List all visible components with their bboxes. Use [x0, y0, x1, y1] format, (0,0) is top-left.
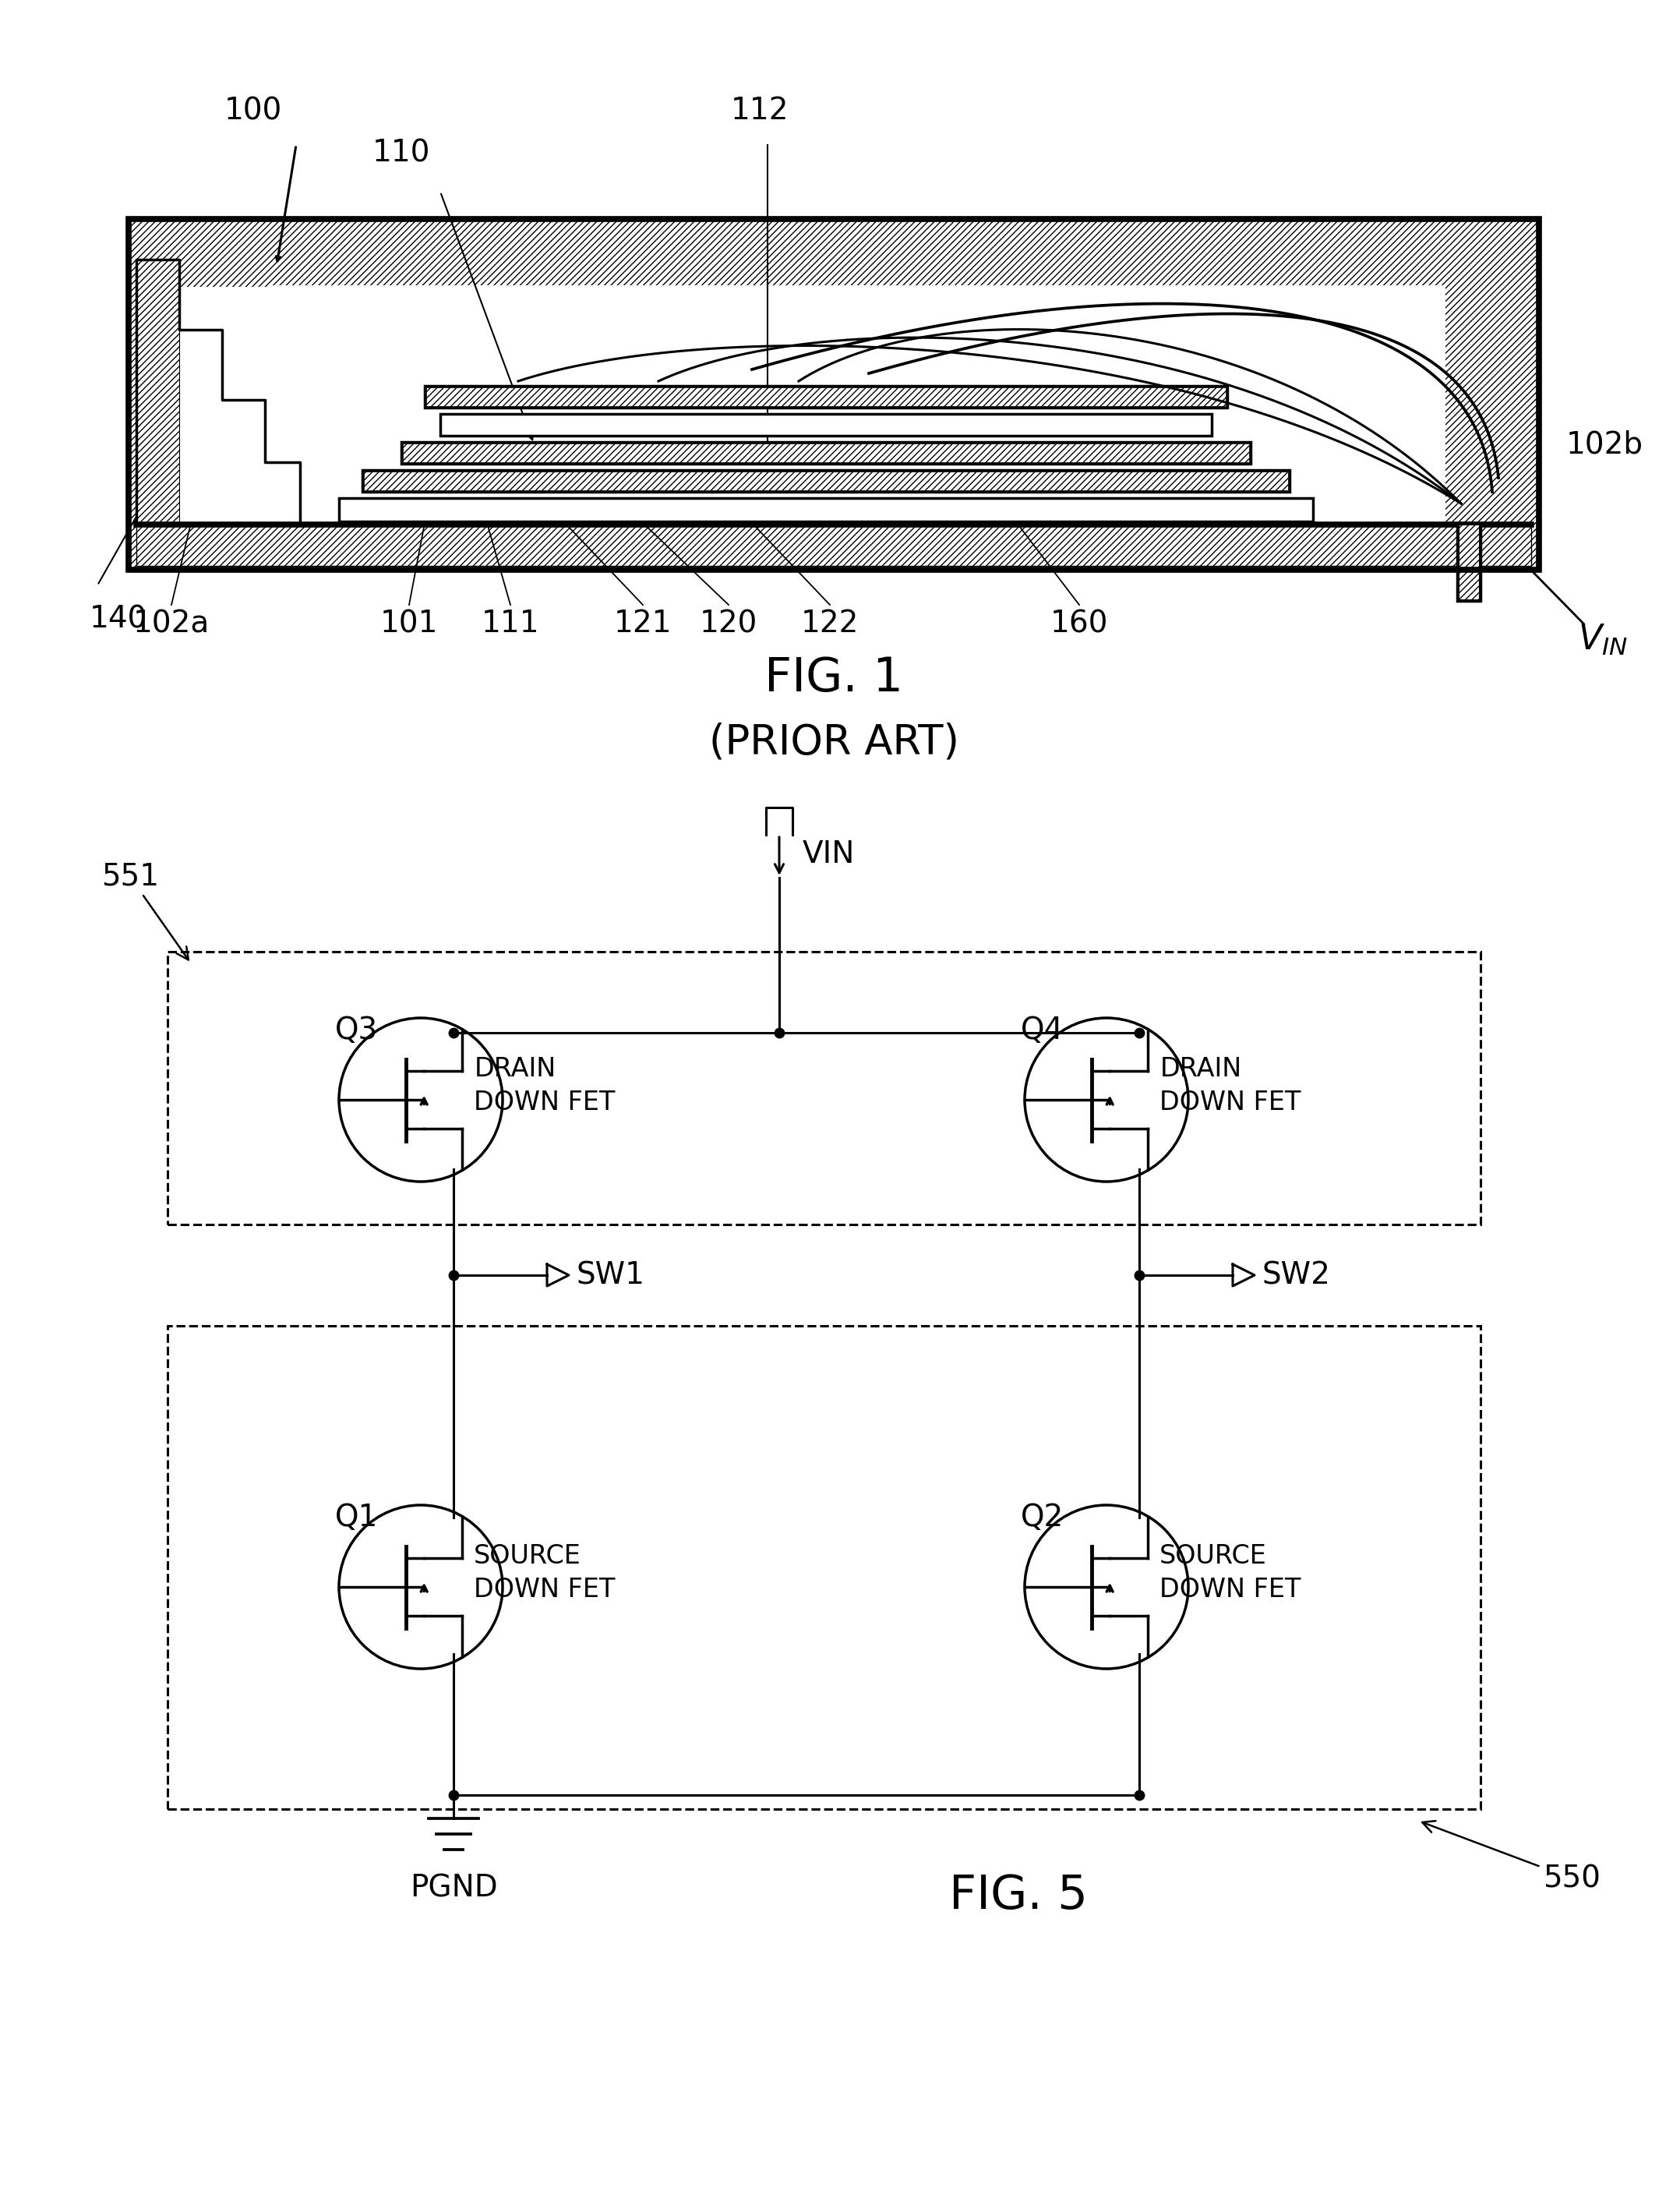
Text: 122: 122	[801, 609, 858, 638]
Bar	[136, 524, 1530, 565]
Bar	[168, 951, 1480, 1225]
Text: $V_{IN}$: $V_{IN}$	[1578, 622, 1628, 657]
Text: 140: 140	[89, 605, 148, 635]
Bar	[363, 471, 1290, 491]
Text: 112: 112	[731, 96, 790, 125]
Text: SOURCE
DOWN FET: SOURCE DOWN FET	[1159, 1542, 1300, 1602]
Bar	[402, 443, 1250, 464]
Bar	[168, 1326, 1480, 1810]
Text: 110: 110	[373, 138, 430, 169]
Bar	[1458, 524, 1478, 600]
Bar	[129, 219, 1539, 570]
Text: 121: 121	[613, 609, 672, 638]
Text: 100: 100	[223, 96, 282, 125]
Bar	[440, 414, 1211, 436]
Bar	[403, 443, 1250, 462]
Bar	[425, 386, 1228, 408]
Text: DRAIN
DOWN FET: DRAIN DOWN FET	[1159, 1056, 1300, 1115]
Text: 120: 120	[699, 609, 758, 638]
Text: SW2: SW2	[1262, 1260, 1331, 1290]
Text: Q2: Q2	[1021, 1503, 1063, 1532]
Bar	[339, 497, 1314, 521]
Bar	[136, 287, 301, 524]
Text: 551: 551	[101, 861, 188, 960]
Bar	[1457, 524, 1480, 600]
Text: VIN: VIN	[803, 839, 855, 870]
Bar	[129, 219, 1539, 570]
Text: (PRIOR ART): (PRIOR ART)	[709, 721, 959, 762]
Bar	[427, 388, 1226, 405]
Text: FIG. 5: FIG. 5	[949, 1873, 1087, 1919]
Text: 102b: 102b	[1566, 429, 1643, 460]
Text: 101: 101	[380, 609, 438, 638]
Text: 550: 550	[1423, 1821, 1601, 1893]
Text: Q3: Q3	[334, 1014, 378, 1045]
Text: FIG. 1: FIG. 1	[764, 655, 904, 701]
Text: 111: 111	[480, 609, 539, 638]
Text: SW1: SW1	[576, 1260, 645, 1290]
Text: Q4: Q4	[1021, 1014, 1063, 1045]
Text: DRAIN
DOWN FET: DRAIN DOWN FET	[474, 1056, 615, 1115]
Text: 160: 160	[1050, 609, 1109, 638]
Text: PGND: PGND	[410, 1873, 497, 1902]
Text: SOURCE
DOWN FET: SOURCE DOWN FET	[474, 1542, 615, 1602]
Bar	[365, 471, 1289, 491]
Text: Q1: Q1	[334, 1503, 378, 1532]
Bar	[136, 259, 180, 524]
Text: 102a: 102a	[133, 609, 210, 638]
Bar	[269, 285, 1445, 526]
